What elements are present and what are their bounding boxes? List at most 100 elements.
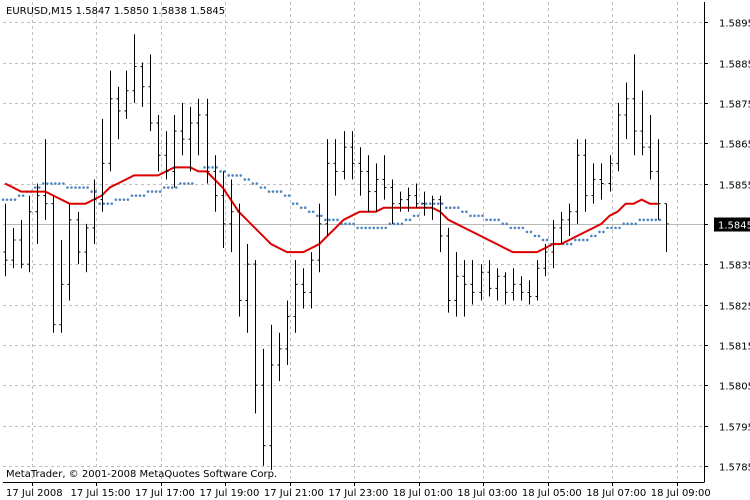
moving-average-series [4,166,658,254]
sar-dot [440,202,444,205]
sar-dot [529,230,533,234]
y-tick-label: 1.5865 [719,140,750,151]
sar-dot [130,194,134,197]
sar-dot [372,226,376,230]
sar-dot [400,222,404,226]
sar-dot [489,218,492,222]
ohlc-bar [567,203,572,236]
grid [3,2,704,482]
ohlc-bar [140,62,145,107]
y-tick-label: 1.5805 [719,382,750,393]
x-tick-label: 18 Jul 05:00 [522,488,582,499]
sar-dot [46,182,49,185]
sar-dot [162,186,166,189]
ma-line [4,166,658,254]
sar-dot [658,218,662,222]
sar-dot [493,218,496,222]
sar-dot [582,238,585,242]
sar-dot [594,234,597,238]
ohlc-bar [487,260,492,297]
sar-dot [174,186,178,189]
sar-dot [191,182,194,185]
ohlc-bar [632,54,637,156]
ohlc-bar [430,195,435,220]
ohlc-bar [188,106,193,172]
sar-dot [114,198,118,201]
sar-dot [183,182,186,185]
ohlc-bar [293,260,298,333]
sar-dot [138,194,142,197]
sar-dot [445,206,448,210]
sar-dot [384,226,388,230]
sar-dot [525,230,529,234]
ohlc-bar [172,114,177,188]
sar-dot [299,206,303,210]
ohlc-bar [624,82,629,140]
ohlc-bar [35,183,40,245]
ohlc-bar [511,268,516,301]
sar-dot [392,222,396,226]
x-tick-label: 18 Jul 01:00 [393,488,453,499]
ohlc-bar [245,244,250,333]
sar-dot [311,210,315,214]
ohlc-bar [237,203,242,317]
sar-dot [465,210,468,214]
ohlc-bar [648,114,653,180]
sar-dot [473,214,476,218]
ohlc-bar [446,227,451,313]
sar-dot [158,190,162,193]
sar-dot [412,214,416,218]
sar-dot [37,186,41,189]
ohlc-bar [116,86,121,140]
sar-dot [541,238,545,242]
sar-dot [74,186,77,189]
sar-dot [142,194,146,197]
y-tick-label: 1.5895 [719,19,750,30]
ohlc-bar [342,131,347,180]
sar-dot [227,174,230,177]
ohlc-bar [261,348,266,466]
x-tick-label: 18 Jul 03:00 [457,488,517,499]
ohlc-bar [454,252,459,317]
ohlc-bar [43,139,48,220]
current-price-label: 1.5845 [718,221,750,232]
sar-dot [654,218,658,222]
x-tick-label: 17 Jul 2008 [6,488,63,499]
ohlc-bar [350,131,355,180]
ohlc-bar [27,195,32,273]
ohlc-bar [599,163,604,200]
ohlc-bar [543,244,548,277]
ohlc-bar [398,191,403,212]
sar-dot [17,194,21,197]
ohlc-bar [414,183,419,208]
ohlc-bar [51,195,56,333]
sar-dot [247,178,251,181]
sar-dot [590,234,593,238]
sar-dot [303,206,307,210]
sar-dot [316,214,319,218]
sar-dot [187,182,190,185]
ohlc-bar [11,227,16,269]
sar-dot [501,222,505,226]
axes: 1.5895 1.5885 1.5875 1.5865 1.5855 1.5845 1.58… [3,2,750,499]
sar-dot [545,238,549,242]
sar-dot [436,202,440,205]
ohlc-bar [156,114,161,172]
ohlc-bar [301,268,306,309]
ohlc-bar [213,155,218,212]
ohlc-bar [479,264,484,301]
y-tick-label: 1.5835 [719,261,750,272]
sar-dot [66,186,69,189]
sar-dot [424,202,428,205]
ohlc-bar [317,203,322,273]
sar-dot [203,166,206,169]
sar-dot [449,206,452,210]
x-tick-label: 17 Jul 19:00 [199,488,259,499]
sar-dot [610,226,613,230]
ohlc-bar [3,203,8,277]
x-tick-label: 18 Jul 09:00 [651,488,711,499]
sar-dot [5,198,9,201]
ohlc-bar [527,280,532,305]
ohlc-bar [253,260,258,414]
sar-dot [62,182,65,185]
